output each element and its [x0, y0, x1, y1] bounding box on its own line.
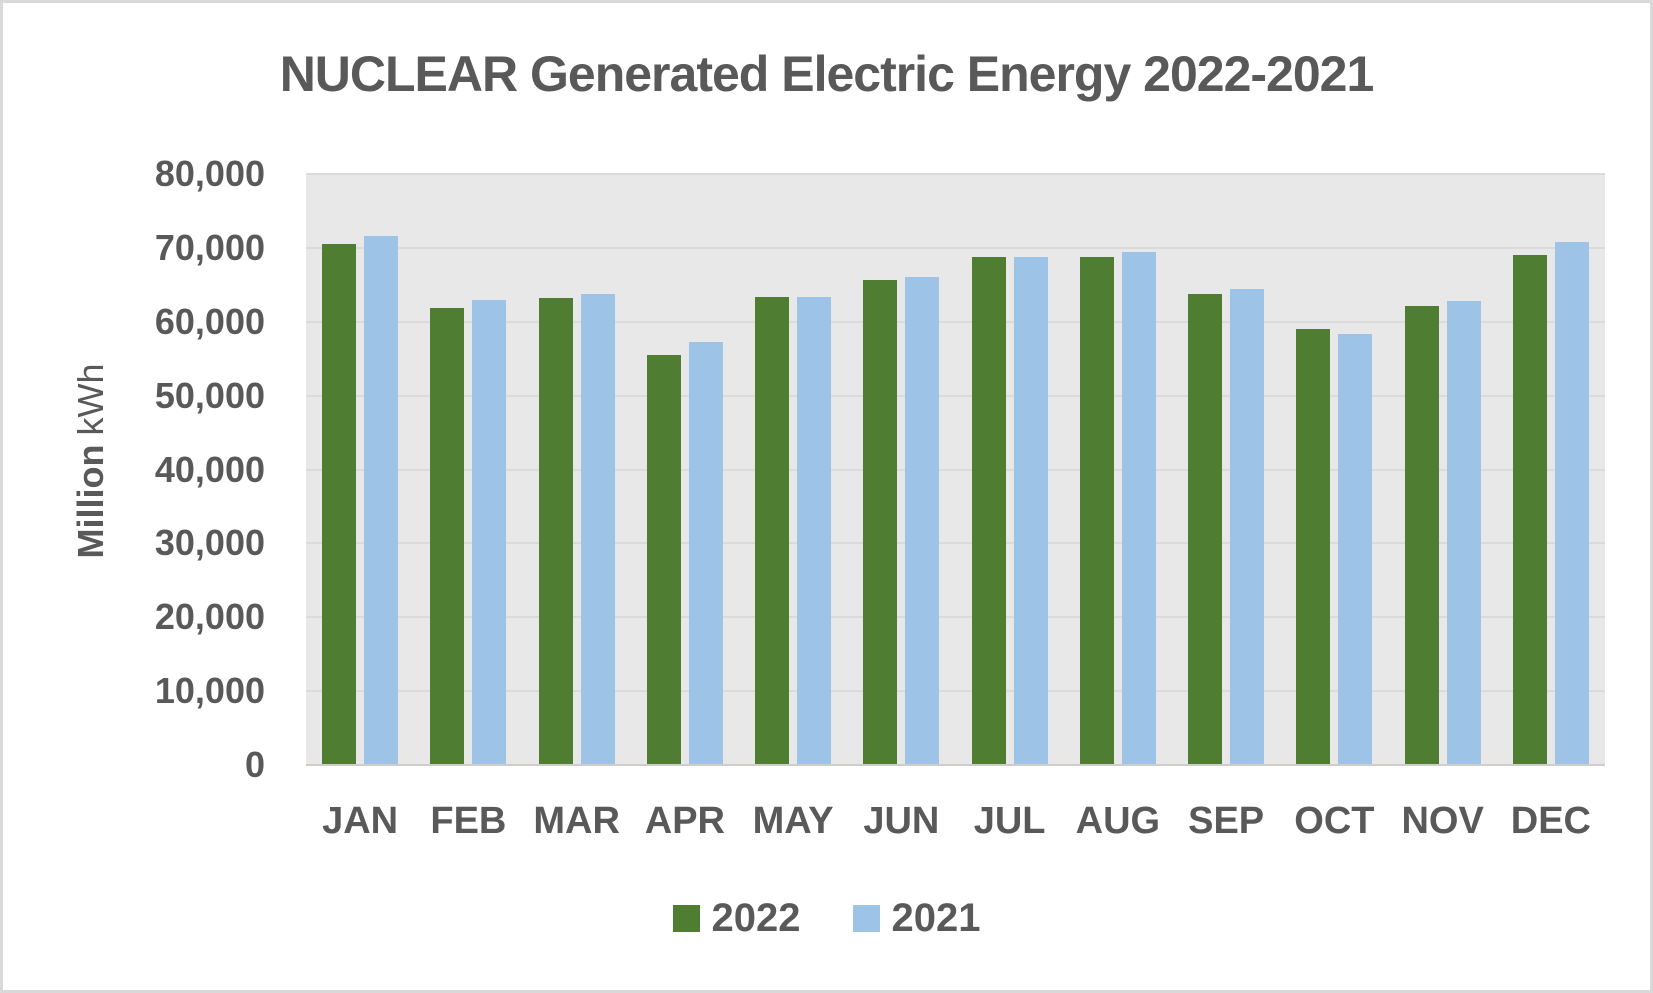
x-axis-labels: JAN FEB MAR APR MAY JUN JUL AUG SEP OCT NOV DEC: [306, 791, 1605, 851]
y-tick-label-10000: 10,000: [154, 670, 265, 712]
legend-item-2022: 2022: [672, 896, 801, 941]
legend-swatch-2021: [852, 905, 880, 932]
gridline-50000: [306, 394, 1605, 397]
y-tick-label-60000: 60,000: [154, 300, 265, 342]
legend-item-2021: 2021: [852, 896, 981, 941]
bar-2022-sep: [1188, 294, 1223, 765]
bar-2021-jan: [364, 236, 399, 765]
x-tick-label-jun: JUN: [863, 800, 940, 842]
y-tick-label-80000: 80,000: [154, 153, 265, 194]
gridline-80000: [306, 173, 1605, 175]
y-tick-label-30000: 30,000: [154, 522, 265, 564]
bar-2022-mar: [538, 298, 573, 765]
legend-swatch-2022: [672, 905, 700, 932]
bar-group-dec: [1497, 174, 1605, 765]
x-tick-label-feb: FEB: [430, 800, 507, 842]
bar-2022-oct: [1296, 329, 1331, 765]
gridline-70000: [306, 246, 1605, 249]
bar-2021-may: [797, 296, 832, 765]
chart-title: NUCLEAR Generated Electric Energy 2022-2…: [279, 46, 1375, 102]
bar-group-jan: [306, 174, 414, 765]
x-tick-label-jul: JUL: [973, 800, 1046, 842]
x-axis-line: [306, 764, 1605, 766]
bar-2022-jan: [322, 244, 357, 765]
bar-2021-oct: [1338, 333, 1373, 765]
bar-group-oct: [1280, 174, 1388, 765]
y-tick-label-70000: 70,000: [154, 226, 265, 268]
x-tick-label-dec: DEC: [1510, 800, 1591, 842]
gridline-10000: [306, 690, 1605, 693]
x-tick-label-oct: OCT: [1294, 800, 1375, 842]
bar-2021-dec: [1554, 241, 1589, 765]
bar-group-sep: [1172, 174, 1280, 765]
bar-group-aug: [1064, 174, 1172, 765]
bar-group-jul: [956, 174, 1064, 765]
bar-2021-feb: [472, 300, 507, 765]
bar-2022-jun: [863, 279, 898, 765]
bar-2022-may: [755, 296, 790, 765]
bar-2022-feb: [430, 308, 465, 765]
bar-2021-aug: [1121, 252, 1156, 765]
bar-group-feb: [414, 174, 522, 765]
y-tick-label-20000: 20,000: [154, 596, 265, 638]
bar-2021-sep: [1230, 288, 1265, 765]
bar-2022-jul: [971, 256, 1006, 765]
bar-2022-aug: [1079, 256, 1114, 765]
gridline-60000: [306, 320, 1605, 323]
bar-group-nov: [1389, 174, 1497, 765]
x-tick-label-mar: MAR: [533, 800, 620, 842]
y-axis-ticks: 80,000 70,000 60,000 50,000 40,000 30,000 20,0…: [3, 3, 265, 990]
x-tick-label-jan: JAN: [322, 800, 399, 842]
gridline-40000: [306, 468, 1605, 471]
legend: 2022 2021: [3, 896, 1650, 941]
bar-2022-nov: [1404, 306, 1439, 765]
bar-2021-mar: [580, 294, 615, 765]
bar-2021-apr: [688, 342, 723, 765]
x-tick-label-may: MAY: [752, 800, 834, 842]
bar-2022-dec: [1512, 254, 1547, 765]
bar-group-mar: [523, 174, 631, 765]
gridline-30000: [306, 542, 1605, 545]
bar-2021-jul: [1013, 256, 1048, 765]
legend-label-2022: 2022: [711, 896, 801, 940]
x-tick-label-apr: APR: [644, 800, 725, 842]
y-tick-label-0: 0: [244, 744, 265, 785]
bar-2022-apr: [646, 355, 681, 765]
plot-area: [306, 173, 1605, 766]
bar-2021-jun: [905, 277, 940, 765]
bar-group-may: [739, 174, 847, 765]
legend-label-2021: 2021: [891, 896, 981, 940]
x-tick-label-aug: AUG: [1075, 800, 1161, 842]
bar-2021-nov: [1446, 301, 1481, 765]
gridline-20000: [306, 616, 1605, 619]
x-tick-label-sep: SEP: [1188, 800, 1265, 842]
x-tick-label-nov: NOV: [1401, 800, 1484, 842]
y-tick-label-40000: 40,000: [154, 448, 265, 490]
bar-group-jun: [847, 174, 955, 765]
y-tick-label-50000: 50,000: [154, 374, 265, 416]
bar-groups: [306, 174, 1605, 765]
bar-group-apr: [631, 174, 739, 765]
